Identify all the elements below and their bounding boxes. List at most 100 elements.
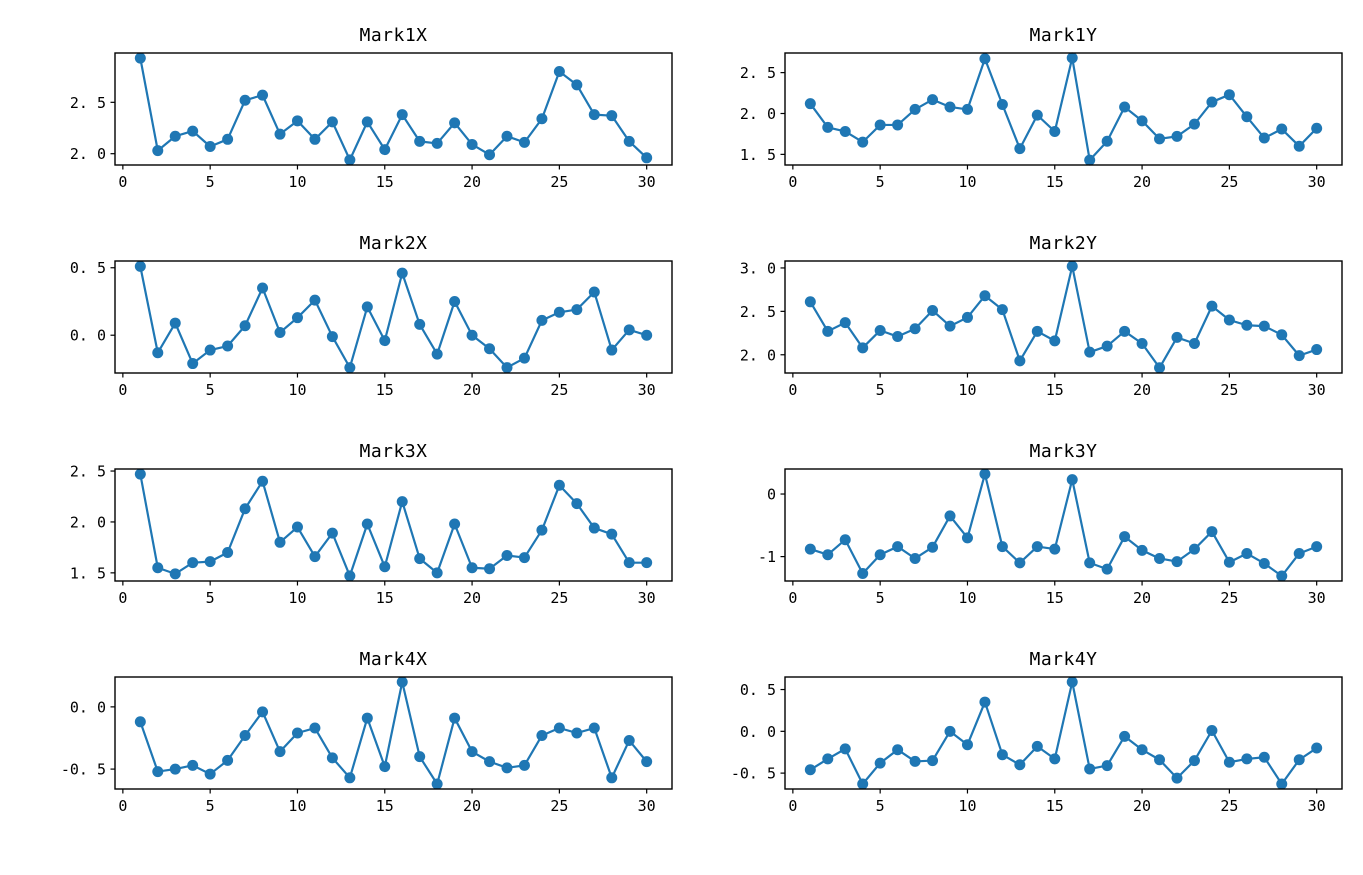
svg-text:15: 15 — [376, 381, 394, 398]
svg-text:5: 5 — [876, 797, 885, 814]
svg-text:25: 25 — [550, 589, 568, 606]
svg-text:10: 10 — [958, 797, 976, 814]
svg-text:5: 5 — [876, 173, 885, 190]
svg-text:5: 5 — [876, 381, 885, 398]
svg-text:30: 30 — [1308, 589, 1326, 606]
svg-text:10: 10 — [958, 173, 976, 190]
svg-text:2. 5: 2. 5 — [740, 64, 776, 82]
subplot-mark1y: Mark1Y 0 5 10 15 20 25 30 1. 5 2. 0 2. 5 — [720, 24, 1360, 190]
svg-text:5: 5 — [206, 797, 215, 814]
svg-text:0: 0 — [788, 173, 797, 190]
svg-text:15: 15 — [1046, 173, 1064, 190]
svg-text:5: 5 — [206, 173, 215, 190]
svg-text:2. 0: 2. 0 — [70, 145, 106, 163]
svg-text:30: 30 — [1308, 797, 1326, 814]
svg-text:20: 20 — [1133, 381, 1151, 398]
svg-text:10: 10 — [288, 381, 306, 398]
svg-text:0: 0 — [118, 589, 127, 606]
svg-text:30: 30 — [638, 173, 656, 190]
svg-text:1. 5: 1. 5 — [740, 146, 776, 164]
svg-text:-1: -1 — [758, 548, 776, 566]
svg-text:15: 15 — [376, 797, 394, 814]
plot-canvas-mark4y: 0 5 10 15 20 25 30 -0. 5 0. 0 0. 5 — [731, 676, 1343, 814]
svg-text:10: 10 — [288, 797, 306, 814]
svg-text:25: 25 — [550, 797, 568, 814]
svg-text:15: 15 — [1046, 797, 1064, 814]
svg-text:20: 20 — [463, 589, 481, 606]
figure-grid: Mark1X 0 5 10 15 20 25 30 2. 0 2. 5 Mark1Y 0 5 10 1… — [50, 24, 1360, 814]
subplot-mark1x: Mark1X 0 5 10 15 20 25 30 2. 0 2. 5 — [50, 24, 690, 190]
svg-text:30: 30 — [638, 589, 656, 606]
plot-canvas-mark3x: 0 5 10 15 20 25 30 1. 5 2. 0 2. 5 — [70, 464, 673, 606]
chart-title-mark3y: Mark3Y — [1029, 441, 1098, 462]
svg-text:0. 0: 0. 0 — [70, 327, 106, 345]
plot-canvas-mark2x: 0 5 10 15 20 25 30 0. 0 0. 5 — [70, 259, 673, 398]
svg-text:30: 30 — [1308, 381, 1326, 398]
svg-text:25: 25 — [550, 173, 568, 190]
svg-text:-0. 5: -0. 5 — [731, 765, 776, 783]
subplot-mark3y: Mark3Y 0 5 10 15 20 25 30 -1 0 — [720, 440, 1360, 606]
chart-title-mark4x: Mark4X — [359, 649, 428, 670]
svg-text:20: 20 — [463, 381, 481, 398]
svg-text:0: 0 — [788, 589, 797, 606]
subplot-mark2x: Mark2X 0 5 10 15 20 25 30 0. 0 0. 5 — [50, 232, 690, 398]
svg-text:5: 5 — [876, 589, 885, 606]
svg-text:25: 25 — [1220, 589, 1238, 606]
svg-text:25: 25 — [1220, 797, 1238, 814]
subplot-mark4y: Mark4Y 0 5 10 15 20 25 30 -0. 5 0. 0 0. 5 — [720, 648, 1360, 814]
svg-text:30: 30 — [638, 797, 656, 814]
svg-text:0: 0 — [118, 381, 127, 398]
chart-title-mark2y: Mark2Y — [1029, 233, 1098, 254]
subplot-mark4x: Mark4X 0 5 10 15 20 25 30 -0. 5 0. 0 — [50, 648, 690, 814]
svg-text:25: 25 — [1220, 381, 1238, 398]
svg-text:15: 15 — [376, 173, 394, 190]
svg-text:1. 5: 1. 5 — [70, 564, 106, 582]
svg-text:20: 20 — [463, 173, 481, 190]
svg-text:2. 0: 2. 0 — [70, 513, 106, 531]
svg-text:3. 0: 3. 0 — [740, 259, 776, 277]
chart-title-mark1x: Mark1X — [359, 25, 428, 46]
plot-canvas-mark1y: 0 5 10 15 20 25 30 1. 5 2. 0 2. 5 — [740, 52, 1343, 190]
chart-title-mark3x: Mark3X — [359, 441, 428, 462]
plot-canvas-mark4x: 0 5 10 15 20 25 30 -0. 5 0. 0 — [61, 676, 673, 814]
subplot-mark3x: Mark3X 0 5 10 15 20 25 30 1. 5 2. 0 2. 5 — [50, 440, 690, 606]
svg-text:20: 20 — [1133, 797, 1151, 814]
svg-text:0. 5: 0. 5 — [70, 259, 106, 277]
svg-text:15: 15 — [1046, 589, 1064, 606]
svg-text:2. 5: 2. 5 — [70, 94, 106, 112]
chart-title-mark2x: Mark2X — [359, 233, 428, 254]
plot-canvas-mark1x: 0 5 10 15 20 25 30 2. 0 2. 5 — [70, 52, 673, 190]
svg-text:0: 0 — [118, 173, 127, 190]
svg-text:2. 5: 2. 5 — [70, 464, 106, 481]
svg-text:0: 0 — [767, 486, 776, 504]
svg-text:5: 5 — [206, 381, 215, 398]
svg-text:25: 25 — [550, 381, 568, 398]
svg-text:2. 5: 2. 5 — [740, 303, 776, 321]
svg-text:25: 25 — [1220, 173, 1238, 190]
svg-text:30: 30 — [1308, 173, 1326, 190]
svg-text:0: 0 — [788, 797, 797, 814]
subplot-mark2y: Mark2Y 0 5 10 15 20 25 30 2. 0 2. 5 3. 0 — [720, 232, 1360, 398]
svg-text:0. 0: 0. 0 — [70, 698, 106, 716]
svg-text:0. 5: 0. 5 — [740, 681, 776, 699]
svg-text:20: 20 — [1133, 173, 1151, 190]
svg-text:10: 10 — [288, 173, 306, 190]
svg-text:2. 0: 2. 0 — [740, 105, 776, 123]
svg-text:10: 10 — [958, 589, 976, 606]
chart-title-mark4y: Mark4Y — [1029, 649, 1098, 670]
svg-text:2. 0: 2. 0 — [740, 346, 776, 364]
svg-text:10: 10 — [288, 589, 306, 606]
svg-text:20: 20 — [1133, 589, 1151, 606]
svg-text:0: 0 — [788, 381, 797, 398]
svg-text:15: 15 — [1046, 381, 1064, 398]
svg-text:30: 30 — [638, 381, 656, 398]
plot-canvas-mark2y: 0 5 10 15 20 25 30 2. 0 2. 5 3. 0 — [740, 259, 1343, 398]
svg-text:0. 0: 0. 0 — [740, 723, 776, 741]
svg-text:20: 20 — [463, 797, 481, 814]
chart-title-mark1y: Mark1Y — [1029, 25, 1098, 46]
svg-text:10: 10 — [958, 381, 976, 398]
svg-text:-0. 5: -0. 5 — [61, 761, 106, 779]
svg-text:15: 15 — [376, 589, 394, 606]
svg-text:0: 0 — [118, 797, 127, 814]
plot-canvas-mark3y: 0 5 10 15 20 25 30 -1 0 — [758, 468, 1343, 606]
